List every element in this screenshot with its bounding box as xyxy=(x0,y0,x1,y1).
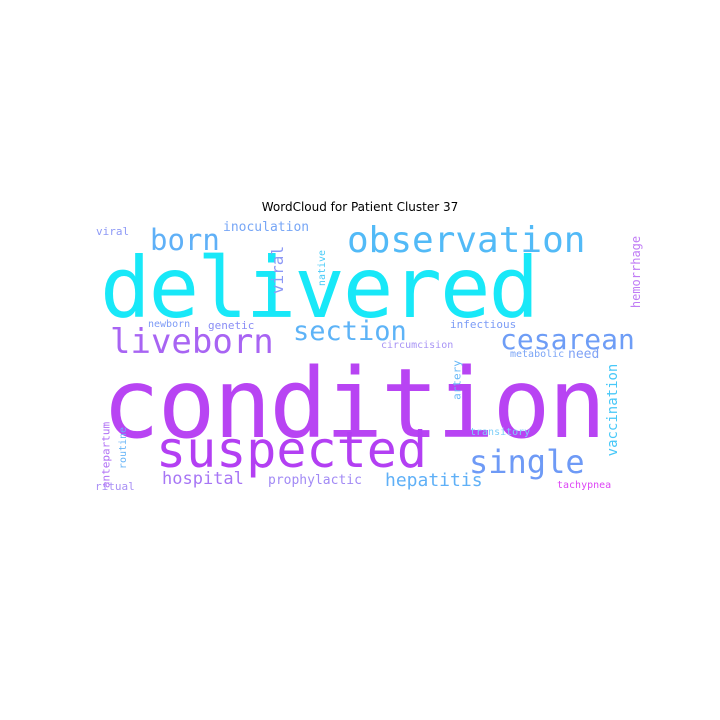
word-section: section xyxy=(293,316,407,347)
word-native: tachypnea xyxy=(557,480,612,491)
word-tachypnea: ritual xyxy=(95,480,135,493)
word-metabolic: circumcision xyxy=(381,340,454,351)
word-infectious: genetic xyxy=(208,319,255,332)
word-artery: artery xyxy=(450,360,464,400)
word-vaccination: vaccination xyxy=(605,363,621,457)
word-single: single xyxy=(469,443,585,481)
word-delivered: delivered xyxy=(100,239,539,337)
word-liveborn: liveborn xyxy=(110,322,274,362)
word-genetic: newborn xyxy=(148,319,191,330)
word-born: born xyxy=(150,223,220,257)
word-native: native xyxy=(317,249,328,287)
word-inoculation: inoculation xyxy=(223,220,310,235)
word-antepartum: antepartum xyxy=(99,421,113,489)
word-newborn: viral xyxy=(96,225,130,238)
word-suspected: suspected xyxy=(156,421,427,479)
word-artery: metabolic xyxy=(510,349,565,360)
word-hepatitis: hepatitis xyxy=(385,470,483,491)
word-observation: observation xyxy=(347,220,586,261)
word-hemorrhage: hemorrhage xyxy=(629,235,643,309)
word-prophylactic: prophylactic xyxy=(268,473,362,488)
word-hospital: hospital xyxy=(162,469,244,489)
word-condition: condition xyxy=(102,348,606,460)
word-cesarean: cesarean xyxy=(500,323,635,356)
word-viral: viral xyxy=(268,245,287,295)
word-need: need xyxy=(568,347,600,362)
word-routine: routine xyxy=(118,426,129,470)
chart-title: WordCloud for Patient Cluster 37 xyxy=(261,200,459,214)
word-antepartum: transitory xyxy=(470,427,531,438)
word-circumcision: infectious xyxy=(450,318,517,331)
